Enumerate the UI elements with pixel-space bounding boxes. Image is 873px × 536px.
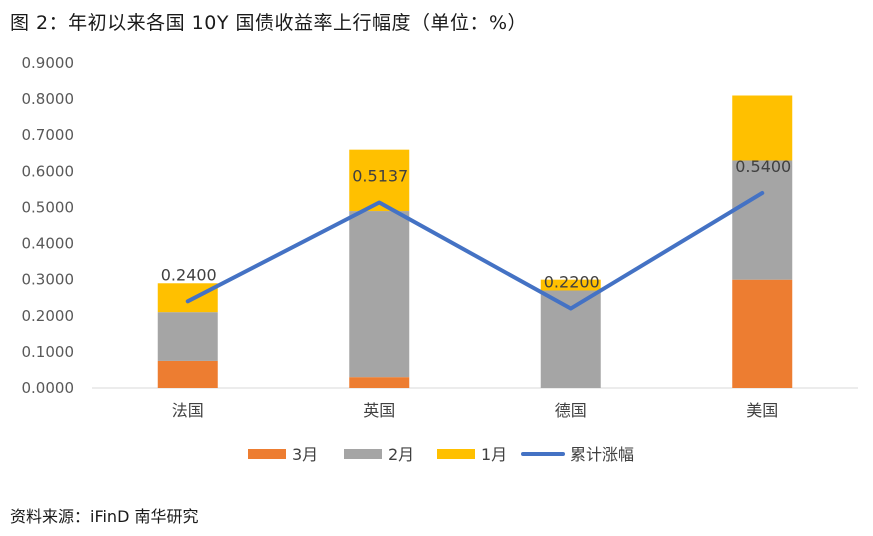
legend-label: 累计涨幅 [570, 445, 634, 464]
chart-title: 图 2：年初以来各国 10Y 国债收益率上行幅度（单位：%） [10, 12, 528, 34]
x-category-label: 美国 [746, 401, 778, 420]
bar-segment [157, 312, 218, 361]
legend-swatch [437, 449, 475, 459]
bar-segment [157, 283, 218, 313]
x-category-label: 法国 [172, 401, 204, 420]
legend-label: 2月 [388, 445, 414, 464]
bars [157, 95, 793, 388]
bar-segment [540, 290, 601, 388]
bar-segment [732, 279, 793, 388]
cumulative-line: 0.2400 0.5137 0.2200 0.5400 [161, 157, 791, 311]
bar-segment [349, 377, 410, 388]
y-tick-label: 0.5000 [22, 198, 75, 216]
legend-label: 3月 [292, 445, 318, 464]
data-label: 0.2200 [544, 273, 600, 292]
x-category-label: 英国 [363, 401, 395, 420]
y-tick-label: 0.9000 [22, 54, 75, 72]
y-tick-label: 0.6000 [22, 162, 75, 180]
legend: 3月 2月 1月 累计涨幅 [248, 445, 634, 464]
y-tick-label: 0.0000 [22, 379, 75, 397]
x-axis-categories: 法国 英国 德国 美国 [172, 401, 779, 420]
chart-area: 0.0000 0.1000 0.2000 0.3000 0.4000 0.5000 0.60… [22, 54, 858, 464]
y-tick-label: 0.8000 [22, 90, 75, 108]
bar-segment [157, 360, 218, 388]
bar-segment [349, 211, 410, 378]
bar-segment [732, 95, 793, 161]
y-tick-label: 0.7000 [22, 126, 75, 144]
source-note: 资料来源：iFinD 南华研究 [10, 507, 199, 526]
legend-swatch [344, 449, 382, 459]
bar-segment [540, 279, 601, 291]
data-label: 0.5137 [352, 166, 408, 185]
legend-label: 1月 [481, 445, 507, 464]
y-tick-label: 0.2000 [22, 307, 75, 325]
y-tick-label: 0.1000 [22, 343, 75, 361]
x-category-label: 德国 [555, 401, 587, 420]
y-axis-ticks: 0.0000 0.1000 0.2000 0.3000 0.4000 0.5000 0.60… [22, 54, 75, 397]
cumulative-line-path [185, 191, 765, 311]
y-tick-label: 0.3000 [22, 271, 75, 289]
y-tick-label: 0.4000 [22, 235, 75, 253]
data-label: 0.2400 [161, 265, 217, 284]
legend-swatch [248, 449, 286, 459]
bar-segment [732, 160, 793, 280]
data-label: 0.5400 [735, 157, 791, 176]
